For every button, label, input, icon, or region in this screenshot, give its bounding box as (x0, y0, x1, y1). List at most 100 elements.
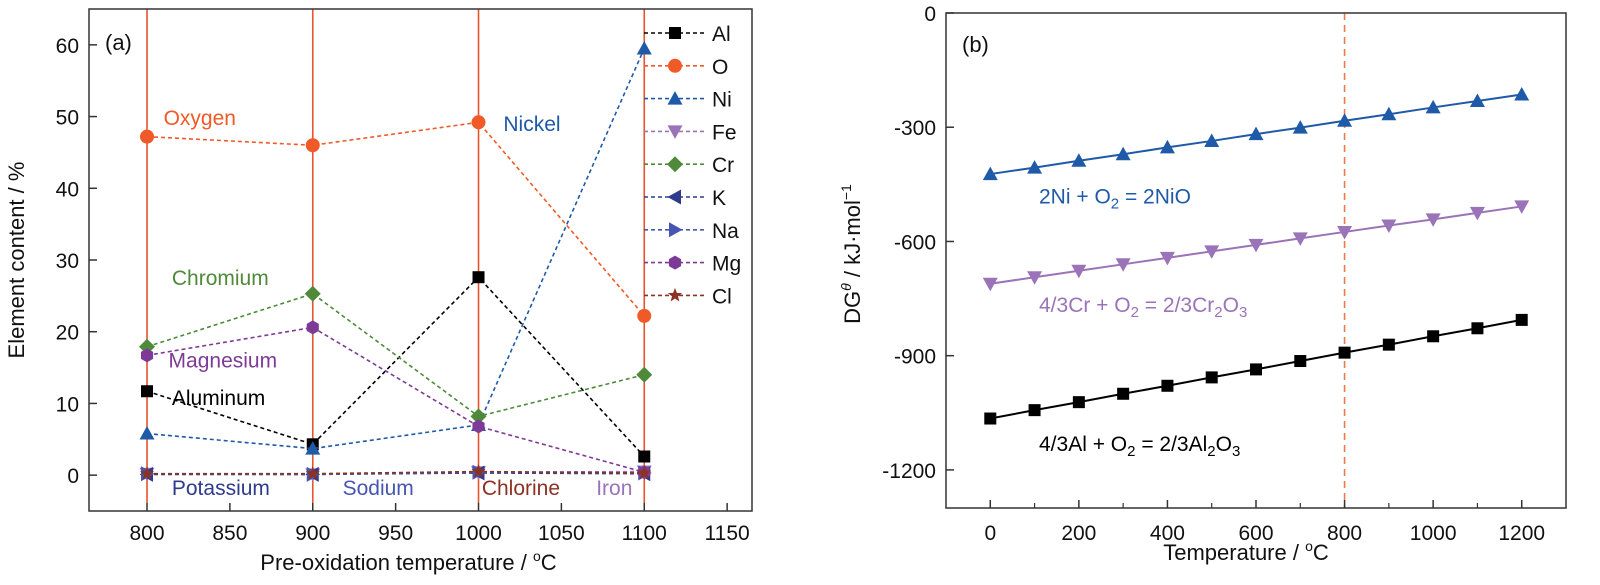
data-point (638, 450, 651, 463)
data-point (1205, 371, 1218, 384)
annotation-oxygen: Oxygen (164, 107, 236, 130)
plot-frame (88, 8, 753, 512)
x-tick-label: 1100 (622, 522, 667, 545)
data-point (1427, 330, 1440, 343)
data-point (1515, 313, 1528, 326)
legend-label: Cr (712, 154, 734, 177)
x-axis-title: Temperature / oC (1163, 538, 1329, 565)
text-part: O (1223, 294, 1239, 317)
panel-a-element-content: Oxygen Nickel Chromium Magnesium Aluminum Pot… (4, 8, 753, 575)
data-point (636, 40, 652, 55)
series-cl (139, 464, 652, 480)
legend-item-cr: Cr (644, 154, 734, 177)
annotation-aluminum: Aluminum (172, 387, 265, 410)
text-part: = 2/3Cr (1139, 294, 1214, 317)
series-line (146, 276, 645, 458)
axes: 800 850 900 950 1000 1050 1100 1150 0 10 20 30 40 50 6… (56, 8, 753, 545)
data-point (1071, 153, 1087, 167)
series-line (146, 292, 645, 418)
y-tick-label: -600 (894, 231, 936, 254)
legend-marker (667, 125, 683, 139)
data-point (306, 320, 319, 335)
data-point (1338, 346, 1351, 359)
data-point (140, 348, 154, 363)
y-tick-label: -900 (894, 346, 936, 369)
x-tick-label: 1000 (455, 522, 502, 545)
data-point (982, 277, 998, 292)
data-point (1161, 379, 1174, 392)
data-point (305, 138, 320, 153)
reference-lines (146, 9, 646, 503)
legend-marker (668, 255, 682, 270)
x-tick-label: 800 (129, 522, 164, 545)
data-point (637, 308, 652, 323)
series-line (146, 48, 645, 450)
data-point (139, 466, 155, 480)
y-axis-title: Element content / % (4, 162, 29, 359)
data-point (1115, 146, 1131, 161)
equation-label: 2Ni + O2 = 2NiO (1039, 185, 1191, 212)
y-tick-label: 20 (56, 322, 79, 345)
subscript: 2 (1127, 443, 1135, 460)
legend-marker (669, 222, 683, 238)
data-point (1469, 93, 1485, 107)
legend-item-al: Al (644, 23, 731, 46)
series-group (139, 40, 653, 482)
data-point (1294, 355, 1307, 368)
text-part: = 2/3Al (1135, 433, 1207, 456)
y-tick-label: 40 (56, 178, 79, 201)
panel-label: (b) (962, 32, 989, 57)
x-tick-label: 1200 (1498, 522, 1545, 545)
legend: Al O Ni Fe Cr K Na Mg Cl (644, 23, 741, 308)
legend-marker (669, 27, 681, 39)
legend-item-cl: Cl (644, 285, 732, 308)
data-point (637, 465, 652, 480)
degree-sup: o (533, 548, 541, 564)
annotation-sodium: Sodium (343, 477, 414, 500)
data-point (1072, 396, 1085, 409)
data-point (1514, 200, 1530, 214)
legend-label: Fe (712, 121, 737, 144)
equation-label: 4/3Cr + O2 = 2/3Cr2O3 (1039, 294, 1247, 321)
legend-label: Cl (712, 285, 732, 308)
data-point (1248, 238, 1264, 253)
legend-item-na: Na (644, 220, 739, 243)
series-cr-oxidation (982, 200, 1530, 292)
data-point (140, 129, 155, 144)
legend-label: Mg (712, 253, 741, 276)
subscript: 2 (1207, 443, 1215, 460)
text-part: = 2NiO (1119, 185, 1191, 208)
y-axis-title: DGθ / kJ·mol−1 (838, 184, 865, 324)
data-point (982, 166, 998, 181)
data-point (1027, 271, 1043, 285)
legend-item-ni: Ni (644, 89, 732, 112)
legend-marker (667, 156, 683, 173)
y-tick-label: 0 (67, 465, 79, 488)
annotation-iron: Iron (596, 477, 632, 500)
data-point (470, 408, 487, 425)
data-point (1204, 245, 1220, 259)
x-tick-label: 600 (1238, 522, 1273, 545)
series-o (140, 115, 652, 323)
data-point (1292, 232, 1308, 246)
unit: C (1313, 540, 1329, 565)
x-tick-label: 850 (212, 522, 247, 545)
x-tick-label: 1150 (705, 522, 750, 545)
data-point (1159, 139, 1175, 154)
data-point (472, 419, 485, 434)
series-al-oxidation (984, 313, 1528, 425)
data-point (1250, 363, 1262, 376)
data-point (1425, 99, 1441, 114)
y-tick-label: 0 (924, 3, 936, 26)
subscript: 3 (1232, 443, 1240, 460)
annotation-chromium: Chromium (172, 267, 269, 290)
legend-label: Na (712, 220, 739, 243)
y-tick-label: 10 (56, 393, 79, 416)
legend-item-mg: Mg (644, 253, 741, 276)
text-part: O (1216, 433, 1232, 456)
exponent: −1 (838, 184, 854, 200)
legend-label: K (712, 187, 726, 210)
